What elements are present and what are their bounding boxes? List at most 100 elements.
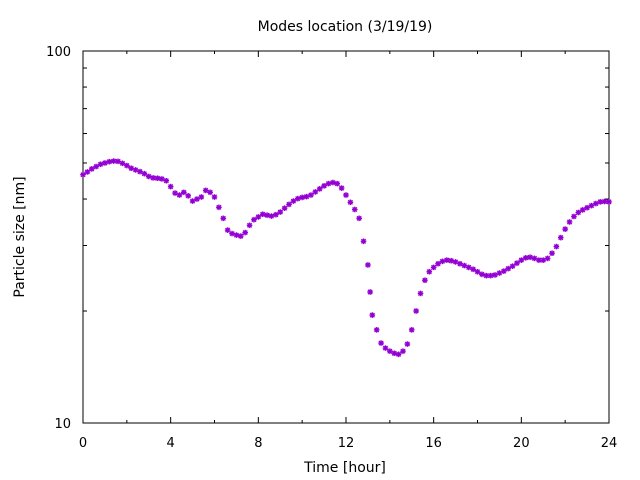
data-point bbox=[448, 257, 454, 264]
x-tick-label: 16 bbox=[425, 436, 442, 451]
data-point bbox=[198, 194, 205, 200]
data-point bbox=[93, 163, 99, 170]
data-point bbox=[321, 183, 327, 189]
data-point bbox=[347, 199, 354, 206]
data-point bbox=[452, 259, 459, 265]
data-point bbox=[224, 227, 231, 233]
data-point bbox=[145, 173, 152, 180]
data-point bbox=[430, 264, 437, 271]
data-point bbox=[566, 219, 573, 225]
data-point bbox=[189, 198, 196, 204]
data-point bbox=[211, 194, 218, 200]
data-point bbox=[88, 166, 95, 172]
data-point bbox=[229, 230, 235, 237]
data-point bbox=[439, 258, 446, 265]
data-point bbox=[119, 160, 126, 167]
data-point bbox=[400, 348, 406, 354]
data-point bbox=[264, 212, 270, 218]
data-point bbox=[584, 204, 590, 211]
data-point bbox=[382, 345, 389, 351]
data-point bbox=[369, 312, 376, 318]
data-point bbox=[343, 192, 349, 198]
data-point bbox=[259, 211, 266, 218]
data-point bbox=[176, 192, 183, 198]
x-tick-label: 20 bbox=[513, 436, 530, 451]
data-point bbox=[84, 169, 91, 175]
y-tick-label: 100 bbox=[46, 45, 71, 60]
data-point bbox=[246, 222, 253, 229]
x-tick-label: 4 bbox=[167, 436, 175, 451]
data-point bbox=[365, 262, 371, 268]
data-point bbox=[202, 187, 209, 194]
data-point bbox=[115, 158, 121, 165]
data-point bbox=[492, 272, 498, 278]
data-point bbox=[557, 234, 564, 241]
data-point bbox=[277, 209, 284, 215]
data-point bbox=[509, 263, 516, 269]
data-point bbox=[505, 265, 511, 272]
data-point bbox=[391, 350, 398, 357]
data-point bbox=[479, 271, 485, 278]
data-point bbox=[255, 214, 262, 220]
data-point bbox=[426, 268, 433, 275]
data-point bbox=[137, 168, 143, 175]
data-point bbox=[562, 226, 568, 232]
data-point bbox=[80, 171, 86, 178]
data-point bbox=[531, 255, 538, 262]
x-tick-label: 12 bbox=[338, 436, 355, 451]
data-point bbox=[496, 270, 503, 276]
data-point bbox=[273, 211, 279, 218]
data-point bbox=[404, 341, 411, 347]
data-point bbox=[470, 266, 476, 273]
data-point bbox=[172, 190, 178, 196]
data-point bbox=[325, 180, 332, 187]
data-point bbox=[106, 158, 113, 165]
data-point bbox=[387, 348, 393, 354]
data-point bbox=[413, 308, 419, 314]
data-point bbox=[465, 264, 472, 271]
data-point bbox=[281, 205, 288, 211]
data-point bbox=[514, 260, 520, 266]
data-point bbox=[549, 250, 555, 257]
data-point bbox=[435, 260, 441, 267]
data-points bbox=[80, 158, 612, 358]
data-point bbox=[571, 213, 577, 220]
data-point bbox=[299, 194, 305, 201]
data-point bbox=[518, 257, 525, 263]
data-point bbox=[97, 161, 104, 168]
data-point bbox=[233, 232, 240, 238]
data-point bbox=[159, 176, 165, 182]
data-point bbox=[606, 199, 612, 205]
data-point bbox=[207, 189, 213, 196]
data-point bbox=[268, 213, 275, 219]
data-point bbox=[378, 340, 384, 346]
data-point bbox=[316, 186, 323, 192]
data-point bbox=[373, 327, 380, 333]
data-point bbox=[540, 257, 547, 263]
data-point bbox=[579, 207, 586, 213]
data-point bbox=[544, 255, 551, 262]
x-tick-label: 8 bbox=[254, 436, 262, 451]
data-point bbox=[308, 192, 314, 198]
data-point bbox=[444, 257, 450, 263]
data-point bbox=[334, 180, 341, 187]
data-point bbox=[124, 162, 130, 169]
data-point bbox=[395, 351, 402, 358]
data-point bbox=[457, 260, 463, 267]
data-point bbox=[251, 216, 257, 223]
y-axis-ticks: 10 100 bbox=[46, 45, 609, 432]
data-point bbox=[417, 290, 424, 297]
data-point bbox=[367, 289, 373, 295]
data-point bbox=[461, 262, 468, 269]
data-point bbox=[294, 195, 301, 202]
data-point bbox=[286, 201, 292, 208]
data-point bbox=[242, 229, 248, 236]
data-point bbox=[141, 170, 148, 177]
data-point bbox=[338, 185, 345, 191]
data-point bbox=[163, 177, 170, 184]
data-point bbox=[527, 254, 533, 261]
data-point bbox=[154, 175, 161, 182]
data-point bbox=[356, 215, 362, 222]
